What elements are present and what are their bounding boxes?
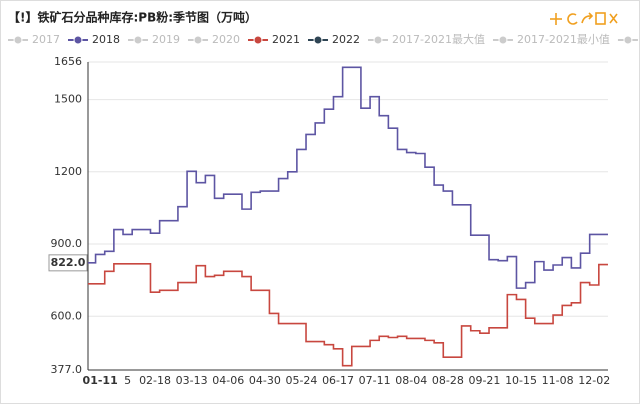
y-tick-label: 1656 — [54, 55, 82, 68]
x-tick-label: 02-18 — [139, 374, 171, 387]
plot-area: 377.0 600.0 900.0 1200 1500 1656 01-11 5 02-18 03… — [48, 55, 610, 387]
legend-marker — [133, 35, 143, 45]
legend-item[interactable]: 2017-2021最大值 — [368, 32, 485, 46]
legend-marker — [498, 35, 508, 45]
legend: 2017 2018 2019 2020 2021 2022 2017-2021最大值 2017… — [8, 32, 640, 46]
pointer-label-box — [48, 254, 88, 272]
x-tick-label: 04-06 — [212, 374, 244, 387]
legend-marker — [73, 35, 83, 45]
legend-label: 2020 — [212, 33, 240, 46]
toolbar[interactable] — [550, 12, 618, 25]
legend-marker — [13, 35, 23, 45]
legend-item[interactable]: 2022 — [308, 33, 360, 46]
legend-item[interactable]: 2019 — [128, 33, 180, 46]
x-tick-label: 5 — [124, 374, 131, 387]
y-tick-label: 1200 — [54, 165, 82, 178]
refresh-icon[interactable] — [567, 13, 578, 25]
legend-marker — [373, 35, 383, 45]
x-tick-label: 08-28 — [432, 374, 464, 387]
x-tick-label: 12-02 — [578, 374, 610, 387]
x-tick-label: 05-24 — [285, 374, 317, 387]
legend-label: 2019 — [152, 33, 180, 46]
legend-label: 2017-2021最小值 — [517, 33, 610, 46]
x-tick-label: 09-21 — [468, 374, 500, 387]
x-tick-label: 11-08 — [542, 374, 574, 387]
chart-title: 【!】铁矿石分品种库存:PB粉:季节图（万吨） — [8, 10, 257, 25]
legend-item[interactable]: 2017-2021最小值 — [492, 33, 610, 46]
legend-marker — [313, 35, 323, 45]
legend-label: 2017-2021最大值 — [392, 32, 485, 46]
legend-marker — [623, 35, 633, 45]
legend-label: 2018 — [92, 33, 120, 46]
legend-item[interactable]: 2018 — [68, 33, 120, 46]
legend-marker — [193, 35, 203, 45]
pointer-label: 822.0 — [51, 256, 86, 269]
move-icon[interactable] — [550, 13, 562, 25]
y-tick-label: 600.0 — [51, 309, 83, 322]
y-tick-label: 1500 — [54, 93, 82, 106]
y-tick-label: 377.0 — [51, 363, 83, 376]
legend-item[interactable]: 2017 — [8, 33, 60, 46]
x-tick-label: 07-11 — [359, 374, 391, 387]
y-tick-label: 900.0 — [51, 237, 83, 250]
x-tick-label: 06-17 — [322, 374, 354, 387]
legend-label: 2021 — [272, 33, 300, 46]
legend-item[interactable]: 2020 — [188, 33, 240, 46]
legend-marker — [253, 35, 263, 45]
series-line — [88, 263, 608, 367]
x-tick-label: 04-30 — [249, 374, 281, 387]
x-tick-label: 08-04 — [395, 374, 427, 387]
legend-label: 2017 — [32, 33, 60, 46]
share-icon[interactable] — [581, 12, 594, 24]
x-tick-label: 10-15 — [505, 374, 537, 387]
x-tick-label: 01-11 — [83, 374, 118, 387]
legend-label: 2022 — [332, 33, 360, 46]
close-icon[interactable] — [609, 13, 618, 24]
save-icon[interactable] — [595, 12, 606, 25]
series-line — [88, 66, 608, 289]
x-tick-label: 03-13 — [176, 374, 208, 387]
legend-item[interactable]: 2017-2021均值 — [617, 33, 640, 46]
legend-item[interactable]: 2021 — [248, 33, 300, 46]
